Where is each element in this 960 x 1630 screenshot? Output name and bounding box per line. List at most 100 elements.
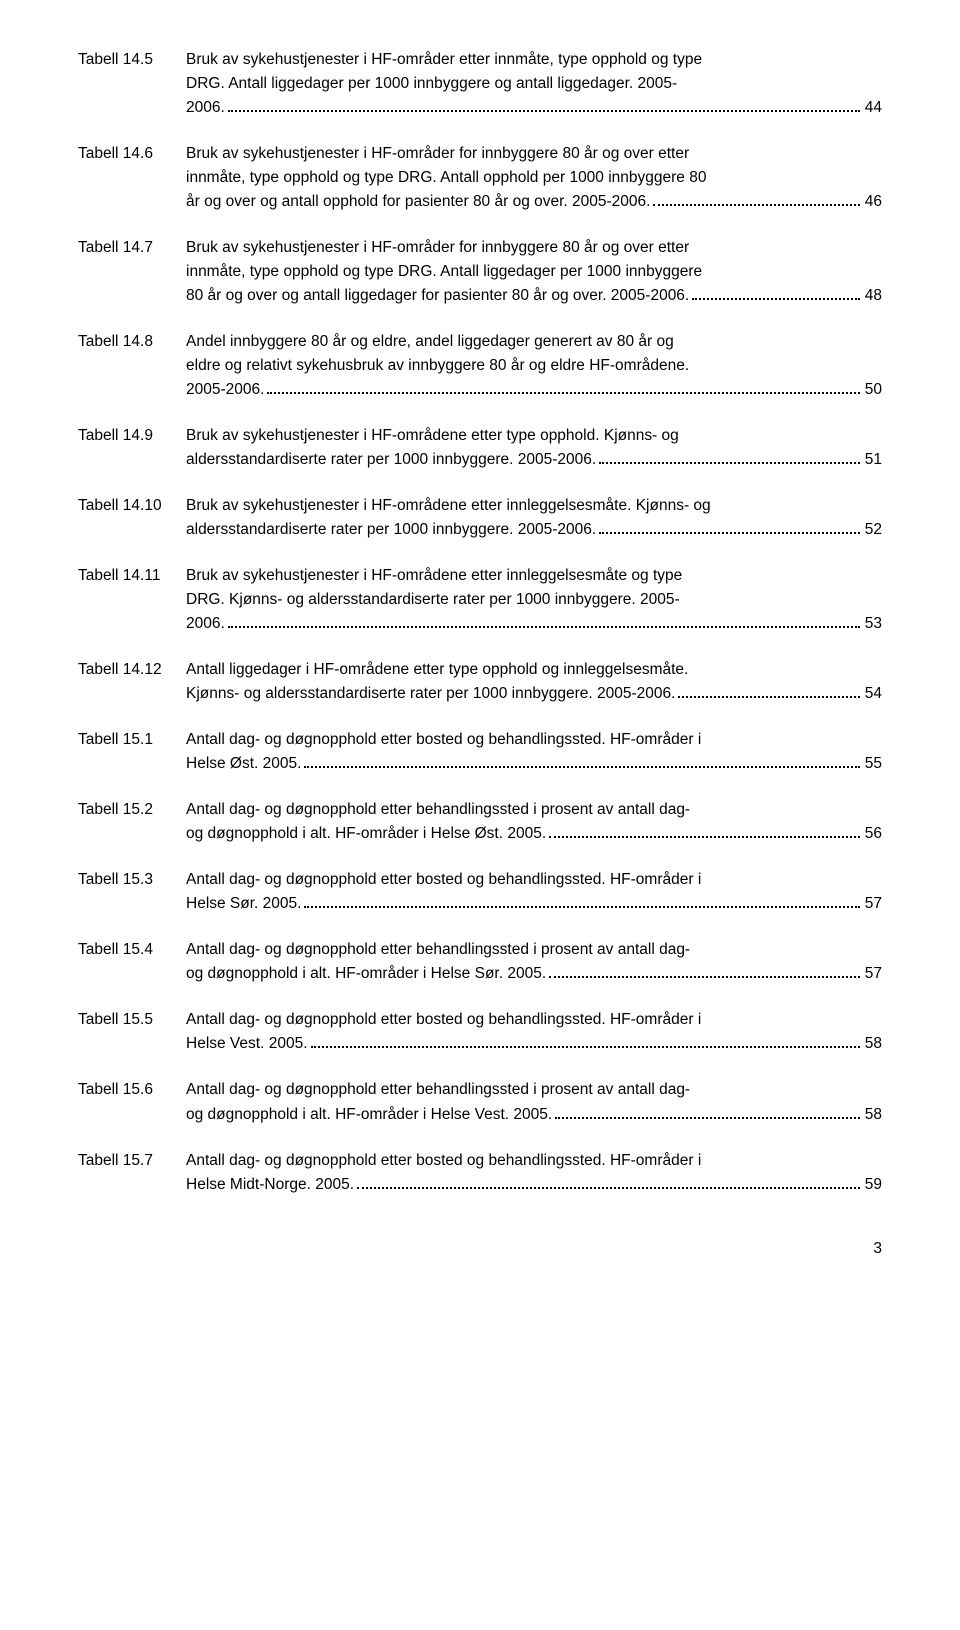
toc-entry-label: Tabell 14.6 (78, 142, 186, 166)
toc-entry-label: Tabell 15.3 (78, 868, 186, 892)
toc-entry-label: Tabell 14.5 (78, 48, 186, 72)
toc-entry-lastline: Helse Øst. 2005. 55 (186, 752, 882, 776)
toc-entry-text: Antall liggedager i HF-områdene etter ty… (186, 658, 882, 706)
toc-entry-page: 51 (863, 448, 882, 472)
toc-entry-line: Antall dag- og døgnopphold etter bosted … (186, 868, 882, 892)
toc-entry-lasttext: Helse Midt-Norge. 2005. (186, 1173, 354, 1197)
toc-entry: Tabell 15.7Antall dag- og døgnopphold et… (78, 1149, 882, 1197)
dot-leader (304, 752, 859, 768)
toc-entry-label: Tabell 14.10 (78, 494, 186, 518)
toc-entry-lasttext: Helse Sør. 2005. (186, 892, 301, 916)
toc-entry: Tabell 14.10Bruk av sykehustjenester i H… (78, 494, 882, 542)
toc-entry-line: Antall dag- og døgnopphold etter bosted … (186, 1008, 882, 1032)
toc-entry-page: 58 (863, 1103, 882, 1127)
dot-leader (555, 1103, 860, 1119)
toc-entry-lasttext: 2006. (186, 612, 225, 636)
toc-entry: Tabell 15.4Antall dag- og døgnopphold et… (78, 938, 882, 986)
toc-entry-label: Tabell 15.4 (78, 938, 186, 962)
dot-leader (653, 190, 859, 206)
toc-entry-line: Antall dag- og døgnopphold etter bosted … (186, 1149, 882, 1173)
toc-entry-line: Bruk av sykehustjenester i HF-områder et… (186, 48, 882, 72)
toc-entry-page: 57 (863, 962, 882, 986)
toc-entry-line: innmåte, type opphold og type DRG. Antal… (186, 260, 882, 284)
toc-entry-lastline: Helse Sør. 2005. 57 (186, 892, 882, 916)
toc-entry-line: eldre og relativt sykehusbruk av innbygg… (186, 354, 882, 378)
toc-entry-label: Tabell 15.5 (78, 1008, 186, 1032)
toc-entry-line: Bruk av sykehustjenester i HF-områdene e… (186, 424, 882, 448)
toc-entry-lasttext: 2005-2006. (186, 378, 264, 402)
toc-entry-lasttext: Helse Vest. 2005. (186, 1032, 308, 1056)
toc-entry-lasttext: og døgnopphold i alt. HF-områder i Helse… (186, 822, 546, 846)
toc-entry: Tabell 15.5Antall dag- og døgnopphold et… (78, 1008, 882, 1056)
toc-entry-page: 48 (863, 284, 882, 308)
toc-entry-page: 58 (863, 1032, 882, 1056)
toc-entry-lastline: år og over og antall opphold for pasient… (186, 190, 882, 214)
toc-entry-lastline: og døgnopphold i alt. HF-områder i Helse… (186, 962, 882, 986)
toc-entry-line: Antall dag- og døgnopphold etter bosted … (186, 728, 882, 752)
toc-entry-text: Antall dag- og døgnopphold etter bosted … (186, 1008, 882, 1056)
toc-entry-lasttext: Helse Øst. 2005. (186, 752, 301, 776)
toc-entry-lastline: Kjønns- og aldersstandardiserte rater pe… (186, 682, 882, 706)
toc-entry-page: 52 (863, 518, 882, 542)
toc-entry-lastline: og døgnopphold i alt. HF-områder i Helse… (186, 1103, 882, 1127)
toc-entry-line: Antall dag- og døgnopphold etter behandl… (186, 938, 882, 962)
toc-entry-lasttext: 80 år og over og antall liggedager for p… (186, 284, 689, 308)
toc-entry-page: 57 (863, 892, 882, 916)
toc-entry-text: Antall dag- og døgnopphold etter behandl… (186, 1078, 882, 1126)
toc-entry-text: Bruk av sykehustjenester i HF-områdene e… (186, 494, 882, 542)
toc-entry-label: Tabell 15.7 (78, 1149, 186, 1173)
dot-leader (304, 892, 859, 908)
toc-entry: Tabell 14.9Bruk av sykehustjenester i HF… (78, 424, 882, 472)
toc-entry: Tabell 14.11Bruk av sykehustjenester i H… (78, 564, 882, 636)
toc-entry-line: Bruk av sykehustjenester i HF-områder fo… (186, 236, 882, 260)
toc-entry-lastline: aldersstandardiserte rater per 1000 innb… (186, 448, 882, 472)
toc-entry-label: Tabell 14.8 (78, 330, 186, 354)
toc-entry-line: Andel innbyggere 80 år og eldre, andel l… (186, 330, 882, 354)
dot-leader (228, 612, 860, 628)
toc-entry: Tabell 15.2Antall dag- og døgnopphold et… (78, 798, 882, 846)
toc-entry-lasttext: 2006. (186, 96, 225, 120)
toc-entry-label: Tabell 15.2 (78, 798, 186, 822)
toc-entry-text: Antall dag- og døgnopphold etter behandl… (186, 798, 882, 846)
toc-entry: Tabell 14.5Bruk av sykehustjenester i HF… (78, 48, 882, 120)
toc-entry-text: Bruk av sykehustjenester i HF-områdene e… (186, 424, 882, 472)
dot-leader (599, 518, 860, 534)
toc-entry-line: Antall dag- og døgnopphold etter behandl… (186, 1078, 882, 1102)
toc-entry-label: Tabell 14.11 (78, 564, 186, 588)
toc-entry-line: DRG. Kjønns- og aldersstandardiserte rat… (186, 588, 882, 612)
toc-entry-line: Antall liggedager i HF-områdene etter ty… (186, 658, 882, 682)
toc-entry-label: Tabell 15.1 (78, 728, 186, 752)
toc-entry: Tabell 14.7Bruk av sykehustjenester i HF… (78, 236, 882, 308)
toc-entry-label: Tabell 15.6 (78, 1078, 186, 1102)
toc-entry-lasttext: og døgnopphold i alt. HF-områder i Helse… (186, 1103, 552, 1127)
toc-entry-lasttext: år og over og antall opphold for pasient… (186, 190, 650, 214)
toc-entry-page: 59 (863, 1173, 882, 1197)
toc-entry-page: 56 (863, 822, 882, 846)
toc-entry-line: Bruk av sykehustjenester i HF-områdene e… (186, 564, 882, 588)
toc-entry-label: Tabell 14.12 (78, 658, 186, 682)
toc-entry-text: Andel innbyggere 80 år og eldre, andel l… (186, 330, 882, 402)
toc-entry: Tabell 15.1Antall dag- og døgnopphold et… (78, 728, 882, 776)
toc-entry: Tabell 14.6Bruk av sykehustjenester i HF… (78, 142, 882, 214)
toc-entry: Tabell 14.8Andel innbyggere 80 år og eld… (78, 330, 882, 402)
toc-entry-lasttext: Kjønns- og aldersstandardiserte rater pe… (186, 682, 675, 706)
dot-leader (228, 96, 860, 112)
toc-entry-page: 53 (863, 612, 882, 636)
toc-entry-lasttext: og døgnopphold i alt. HF-områder i Helse… (186, 962, 546, 986)
toc-entry-line: DRG. Antall liggedager per 1000 innbygge… (186, 72, 882, 96)
dot-leader (678, 682, 859, 698)
page-number: 3 (78, 1237, 882, 1261)
toc-entry-lastline: 2006. 44 (186, 96, 882, 120)
toc-entry-text: Bruk av sykehustjenester i HF-områder fo… (186, 142, 882, 214)
toc-entry-page: 54 (863, 682, 882, 706)
toc-entry-text: Bruk av sykehustjenester i HF-områder fo… (186, 236, 882, 308)
toc-entry-lastline: 2005-2006.50 (186, 378, 882, 402)
dot-leader (549, 822, 860, 838)
dot-leader (311, 1033, 860, 1049)
toc-entry-line: Antall dag- og døgnopphold etter behandl… (186, 798, 882, 822)
toc-entry-text: Antall dag- og døgnopphold etter behandl… (186, 938, 882, 986)
toc-entry-lastline: aldersstandardiserte rater per 1000 innb… (186, 518, 882, 542)
toc-entry-page: 55 (863, 752, 882, 776)
toc-entry-text: Antall dag- og døgnopphold etter bosted … (186, 1149, 882, 1197)
toc-entry-page: 44 (863, 96, 882, 120)
